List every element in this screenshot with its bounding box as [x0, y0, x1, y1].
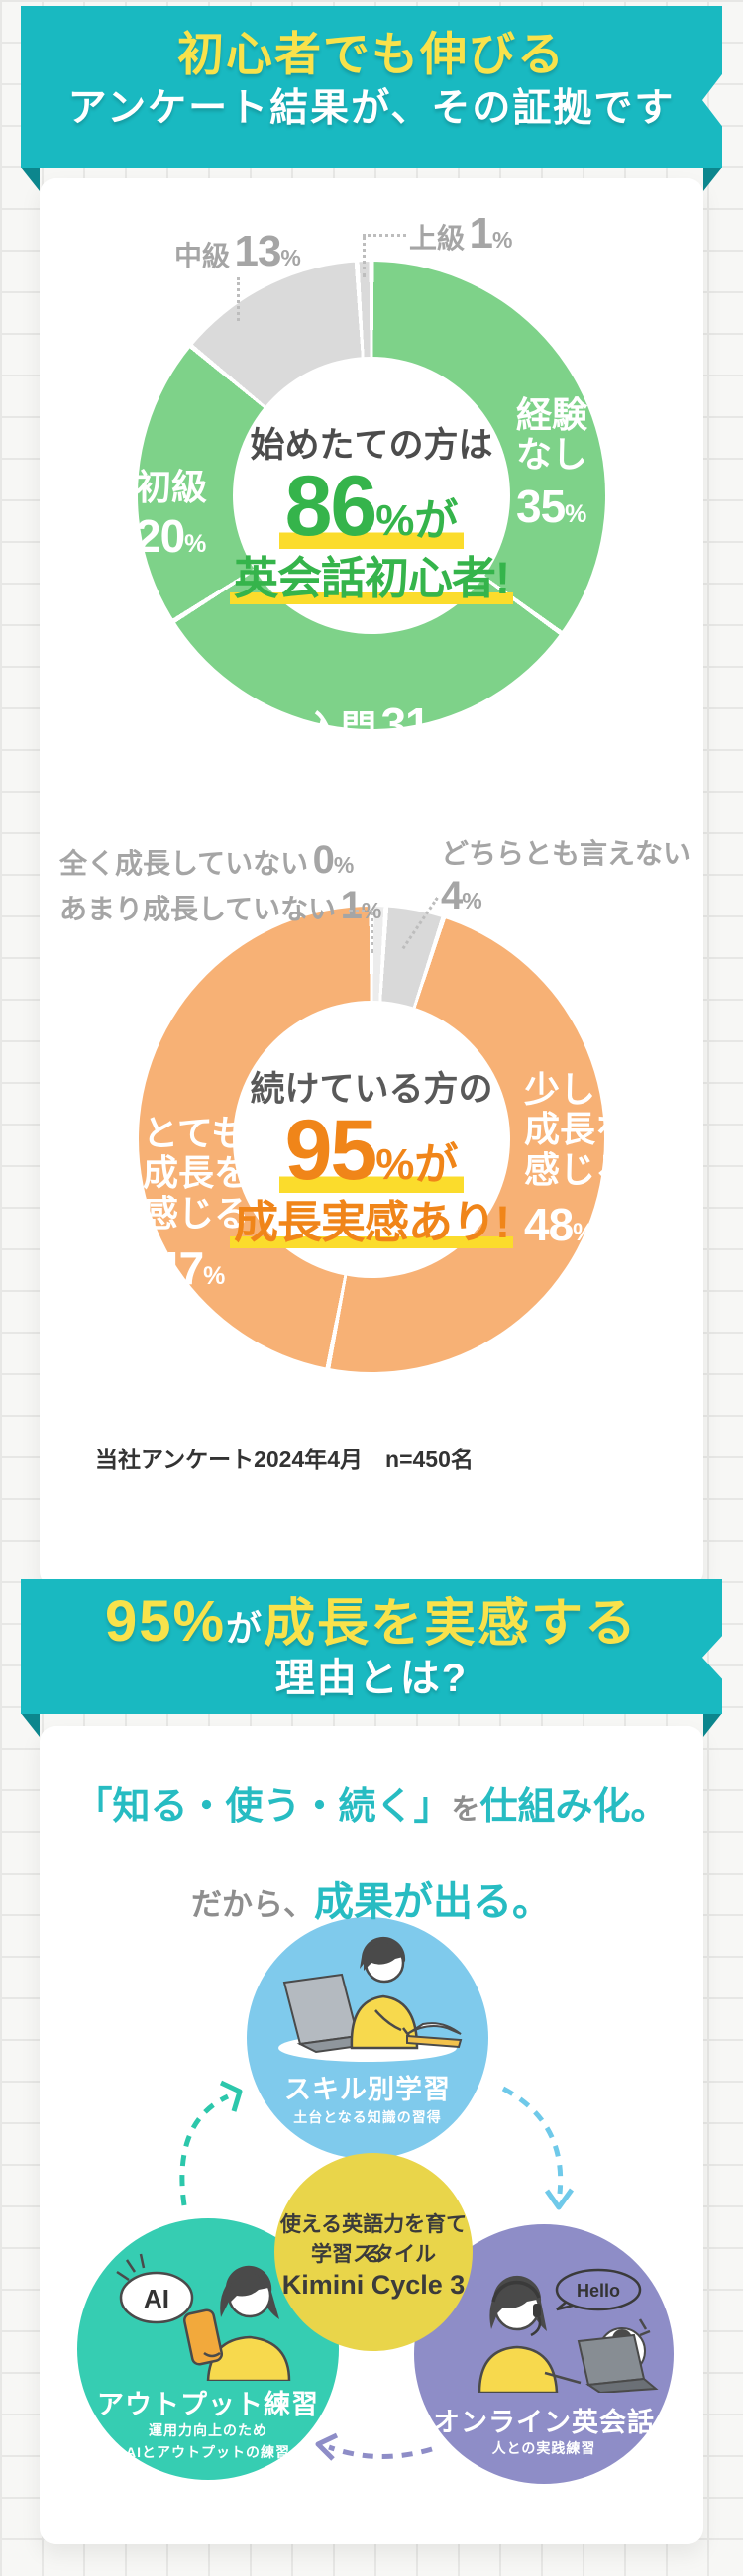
cycle-title-line2: だから、成果が出る。 — [191, 1880, 552, 1924]
ribbon-fold-icon — [21, 167, 40, 191]
leader-line — [363, 234, 406, 237]
ai-practice-illustration: AI — [116, 2253, 291, 2381]
top-banner-ribbon: 初心者でも伸びる アンケート結果が、その証拠です — [21, 6, 722, 168]
donut1-center-note: 始めたての方は 86%が 英会話初心者! — [213, 427, 530, 604]
leader-line — [237, 277, 240, 321]
label-mattaku: 全く成長していない 0% — [59, 838, 355, 882]
leader-line — [371, 912, 373, 953]
label-nyuumon: 入門 31% — [305, 698, 452, 750]
leader-line — [349, 910, 372, 912]
label-totemo: とても 成長を 感じる 47% — [143, 1113, 251, 1294]
banner1-subtitle: アンケート結果が、その証拠です — [67, 87, 676, 131]
label-joukyuu: 上級 1% — [409, 209, 513, 258]
leader-line — [363, 236, 366, 277]
survey-source-note: 当社アンケート2024年4月 n=450名 — [95, 1447, 474, 1472]
label-shokyuu: 初級 20% — [136, 467, 208, 563]
ribbon-fold-icon — [21, 1713, 40, 1737]
banner2-subtitle: 理由とは? — [274, 1656, 469, 1700]
label-keiken-nashi: 経験 なし 35% — [516, 394, 588, 532]
ribbon-fold-icon — [703, 167, 722, 191]
circle-kimini-cycle: 使える英語力を育てる 学習スタイル Kimini Cycle 3 — [274, 2153, 473, 2351]
online-lesson-illustration: Hello — [478, 2268, 659, 2393]
banner2-title: 95%が成長を実感する — [104, 1589, 639, 1654]
ai-bubble-label: AI — [144, 2284, 169, 2313]
cycle-title-line1: 「知る・使う・続く」を仕組み化。 — [74, 1786, 669, 1828]
donut2-center-note: 続けている方の 95%が 成長実感あり! — [208, 1071, 535, 1248]
hello-bubble-label: Hello — [577, 2281, 620, 2301]
study-illustration — [278, 1936, 463, 2062]
banner1-title: 初心者でも伸びる — [177, 28, 566, 80]
label-chuukyuu: 中級 13% — [174, 227, 301, 275]
ribbon-fold-icon — [703, 1713, 722, 1737]
label-sukoshi: 少し 成長を 感じる 48% — [524, 1069, 632, 1250]
reason-banner-ribbon: 95%が成長を実感する 理由とは? — [21, 1579, 722, 1714]
label-dochira: どちらとも言えない 4% — [441, 838, 691, 917]
label-amari: あまり成長していない 1% — [59, 884, 382, 927]
circle-skill-study: スキル別学習 土台となる知識の習得 — [247, 1917, 488, 2159]
